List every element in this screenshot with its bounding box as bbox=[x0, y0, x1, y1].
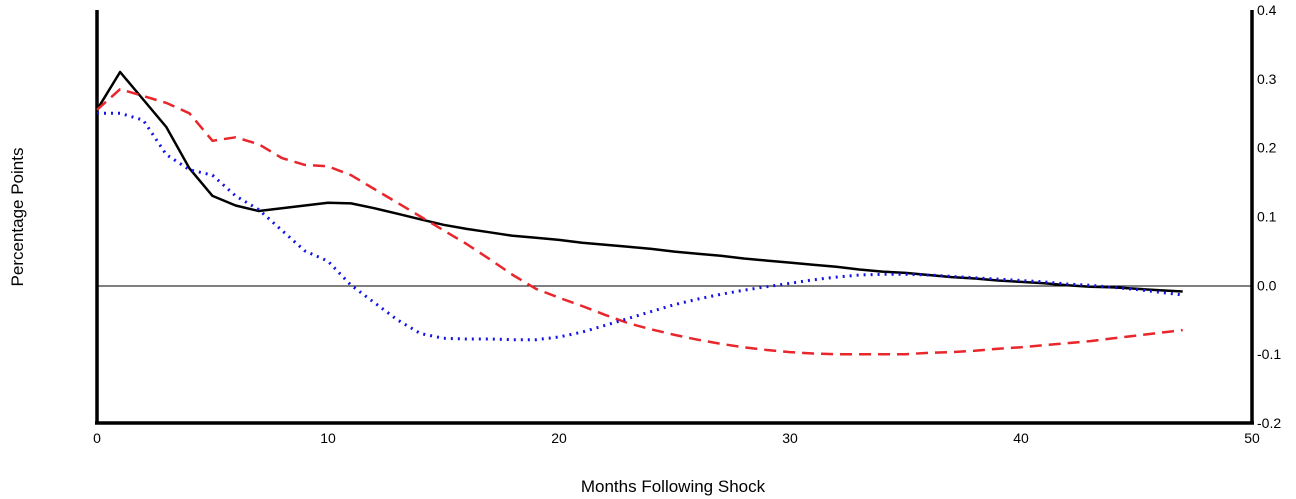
x-tick-label: 40 bbox=[1013, 430, 1029, 446]
y-tick-label: 0.0 bbox=[1257, 277, 1277, 293]
x-tick-label: 30 bbox=[782, 430, 798, 446]
y-tick-label: 0.2 bbox=[1257, 140, 1277, 156]
x-tick-label: 20 bbox=[551, 430, 567, 446]
series-line-dashed bbox=[96, 87, 1183, 356]
y-tick-label: 0.4 bbox=[1257, 2, 1277, 18]
y-tick-labels: -0.2 -0.1 0.0 0.1 0.2 0.3 0.4 bbox=[1257, 2, 1281, 431]
series-line-solid bbox=[95, 70, 1183, 293]
x-tick-label: 10 bbox=[320, 430, 336, 446]
series-line-dotted bbox=[97, 111, 1183, 342]
y-tick-label: -0.1 bbox=[1257, 346, 1281, 362]
x-axis-label: Months Following Shock bbox=[581, 477, 766, 496]
y-axis-label: Percentage Points bbox=[8, 148, 27, 287]
x-tick-labels: 0 10 20 30 40 50 bbox=[93, 430, 1260, 446]
x-tick-label: 0 bbox=[93, 430, 101, 446]
series-lines bbox=[95, 70, 1183, 356]
x-tick-label: 50 bbox=[1244, 430, 1260, 446]
y-tick-label: 0.1 bbox=[1257, 209, 1277, 225]
y-tick-label: -0.2 bbox=[1257, 415, 1281, 431]
y-tick-label: 0.3 bbox=[1257, 71, 1277, 87]
